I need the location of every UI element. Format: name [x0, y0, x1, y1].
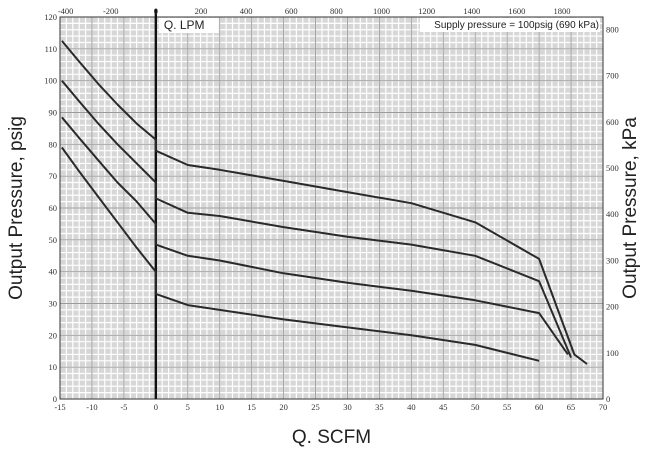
x-axis-top-ticks: -400 -200 0 200 400 600 800 1000 1200 1400 1600 180…	[58, 6, 571, 16]
y-right-tick-label: 0	[606, 394, 610, 404]
y-right-tick-label: 300	[606, 255, 619, 265]
x-tick-label: 35	[375, 402, 384, 412]
x-tick-label: 30	[343, 402, 352, 412]
top-axis-label: Q. LPM	[164, 18, 205, 32]
y-axis-right-title: Output Pressure, kPa	[620, 117, 641, 299]
y-right-tick-label: 100	[606, 348, 619, 358]
x-top-tick-label: 1200	[418, 6, 435, 16]
y-right-tick-label: 800	[606, 24, 619, 34]
x-tick-label: 50	[471, 402, 480, 412]
y-right-tick-label: 400	[606, 209, 619, 219]
y-tick-label: 50	[49, 235, 58, 245]
x-axis-title: Q. SCFM	[292, 427, 371, 448]
x-top-tick-label: 1400	[463, 6, 480, 16]
x-tick-label: -10	[86, 402, 97, 412]
x-top-tick-label: 800	[330, 6, 343, 16]
y-tick-label: 70	[49, 171, 58, 181]
x-top-tick-label: 1600	[508, 6, 525, 16]
x-top-tick-label: 400	[240, 6, 253, 16]
y-tick-label: 120	[44, 12, 57, 22]
y-right-tick-label: 600	[606, 117, 619, 127]
series-line-3	[61, 116, 569, 355]
supply-annotation-group: Supply pressure = 100psig (690 kPa)	[420, 18, 600, 32]
supply-annotation: Supply pressure = 100psig (690 kPa)	[434, 20, 599, 31]
x-tick-label: -15	[54, 402, 65, 412]
y-axis-left-ticks: 0 10 20 30 40 50 60 70 80 90 100 110 120	[44, 12, 57, 404]
y-right-tick-label: 200	[606, 302, 619, 312]
y-axis-left-title: Output Pressure, psig	[6, 116, 27, 300]
x-tick-label: 40	[407, 402, 416, 412]
y-tick-label: 100	[44, 76, 57, 86]
y-tick-label: 10	[49, 362, 58, 372]
series-line-4	[61, 146, 540, 362]
x-tick-label: 55	[503, 402, 512, 412]
series-line-1	[61, 40, 588, 365]
y-tick-label: 90	[49, 108, 58, 118]
y-tick-label: 30	[49, 299, 58, 309]
y-right-tick-label: 500	[606, 163, 619, 173]
x-tick-label: 45	[439, 402, 448, 412]
series-layer	[61, 40, 588, 365]
y-tick-label: 80	[49, 139, 58, 149]
x-tick-label: 20	[279, 402, 288, 412]
plot-frame	[59, 16, 604, 400]
supply-annotation-background	[420, 18, 600, 32]
series-line-2	[61, 80, 573, 358]
y-axis-right-ticks: 0 100 200 300 400 500 600 700 800	[606, 24, 619, 404]
y-tick-label: 110	[45, 44, 57, 54]
x-tick-label: 65	[567, 402, 576, 412]
y-tick-label: 40	[49, 267, 58, 277]
x-tick-label: 25	[311, 402, 320, 412]
x-tick-label: 0	[154, 402, 158, 412]
plot-area	[59, 9, 604, 400]
x-top-tick-label: 1800	[553, 6, 570, 16]
x-top-tick-label: -400	[58, 6, 74, 16]
x-top-tick-label: 1000	[373, 6, 390, 16]
x-top-tick-label: 600	[285, 6, 298, 16]
x-tick-label: 10	[215, 402, 224, 412]
top-axis-label-background	[158, 18, 219, 33]
x-tick-label: 5	[186, 402, 190, 412]
y-right-tick-label: 700	[606, 71, 619, 81]
x-top-tick-label: 200	[195, 6, 208, 16]
x-tick-label: 70	[599, 402, 608, 412]
x-axis-bottom-ticks: -15 -10 -5 0 5 10 15 20 25 30 35 40 45 50 55 60 65 70	[54, 402, 607, 412]
x-top-tick-label: 0	[154, 6, 158, 16]
x-tick-label: 60	[535, 402, 544, 412]
top-axis-label-group: Q. LPM	[158, 18, 219, 33]
x-top-tick-label: -200	[103, 6, 119, 16]
y-tick-label: 60	[49, 203, 58, 213]
y-tick-label: 20	[49, 330, 58, 340]
x-tick-label: -5	[120, 402, 127, 412]
y-tick-label: 0	[53, 394, 57, 404]
x-tick-label: 15	[247, 402, 256, 412]
